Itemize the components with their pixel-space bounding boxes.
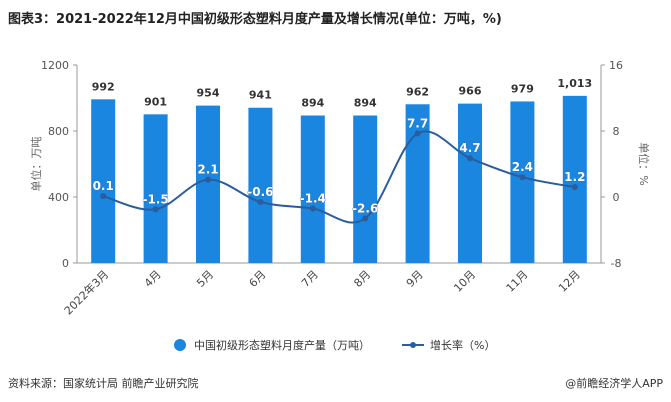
line-point [152,206,159,213]
line-series [100,130,578,224]
y-right-axis-title: 单位：% [637,142,651,185]
line-point [362,215,369,222]
legend-bar-label: 中国初级形态塑料月度产量（万吨） [194,338,370,352]
line-point [571,184,578,191]
bar [510,101,535,263]
bar-value-label: 894 [301,96,324,109]
line-point [100,193,107,200]
chart-axes: 0 400 800 1200 -8 0 8 16 单位：万吨 单位：% 2022年3月 4月 5月 6月 7… [29,59,651,317]
x-tick-label: 2022年3月 [61,267,111,317]
line-value-label: -1.4 [300,192,326,206]
legend-line-label: 增长率（%） [430,338,495,352]
legend-line-marker [410,342,416,348]
line-value-label: 2.1 [197,163,218,177]
line-point [467,155,473,162]
x-tick-label: 4月 [142,268,164,290]
source-note: 资料来源：国家统计局 前瞻产业研究院 [8,377,199,390]
y-left-tick-label: 400 [48,191,69,204]
line-value-label: 7.7 [407,116,428,130]
bar [196,105,220,263]
bar-value-label: 966 [459,85,482,98]
bar [353,115,378,264]
x-tick-label: 8月 [351,268,373,290]
y-right-tick-label: 8 [613,125,620,138]
bar [458,103,482,263]
line-point [414,130,421,137]
bar [300,115,325,264]
x-tick-label: 11月 [504,268,531,295]
bar-value-label: 1,013 [557,77,592,90]
y-right-tick-label: 16 [609,59,623,72]
bar-value-label: 941 [249,89,272,102]
y-left-tick-label: 800 [48,125,69,138]
chart-legend: 中国初级形态塑料月度产量（万吨） 增长率（%） [174,338,495,352]
chart-title: 图表3：2021-2022年12月中国初级形态塑料月度产量及增长情况(单位：万吨… [8,12,502,27]
x-tick-label: 5月 [194,268,216,290]
bar [248,107,273,263]
y-right-tick-label: -8 [611,257,622,270]
growth-line [102,130,575,224]
bar-series [91,95,587,264]
line-value-label: -1.5 [142,192,168,206]
line-value-label: -2.6 [352,201,378,215]
bar [91,99,116,263]
line-point [519,174,526,181]
bar-value-label: 962 [406,85,429,98]
line-value-label: 1.2 [564,170,585,184]
bar-value-label: 901 [144,95,167,108]
line-value-label: 0.1 [93,179,114,193]
x-tick-label: 12月 [556,268,583,295]
line-value-label: 2.4 [512,160,533,174]
x-tick-label: 9月 [404,268,426,290]
bar-value-label: 992 [92,80,115,93]
y-left-tick-label: 1200 [41,59,69,72]
x-tick-label: 6月 [247,268,269,290]
bar [143,114,168,264]
data-labels: 992 901 954 941 894 894 962 966 979 1,013 0.1 -1.5 2… [92,77,592,216]
bar-value-label: 979 [511,82,534,95]
line-value-label: 4.7 [459,141,480,155]
y-left-axis-title: 单位：万吨 [29,137,43,192]
brand-note: @前瞻经济学人APP [565,377,663,390]
x-tick-label: 10月 [451,268,478,295]
combo-chart: 0 400 800 1200 -8 0 8 16 单位：万吨 单位：% 2022年3月 4月 5月 6月 7… [29,59,651,352]
line-point [205,176,211,183]
legend-bar-swatch [174,339,186,351]
bar [562,95,587,263]
line-point [309,205,316,212]
y-left-tick-label: 0 [62,257,69,270]
line-value-label: -0.6 [247,185,273,199]
line-point [257,198,264,205]
x-tick-label: 7月 [299,268,321,290]
bar-value-label: 894 [354,96,377,109]
y-right-tick-label: 0 [613,191,620,204]
bar-value-label: 954 [197,87,220,100]
